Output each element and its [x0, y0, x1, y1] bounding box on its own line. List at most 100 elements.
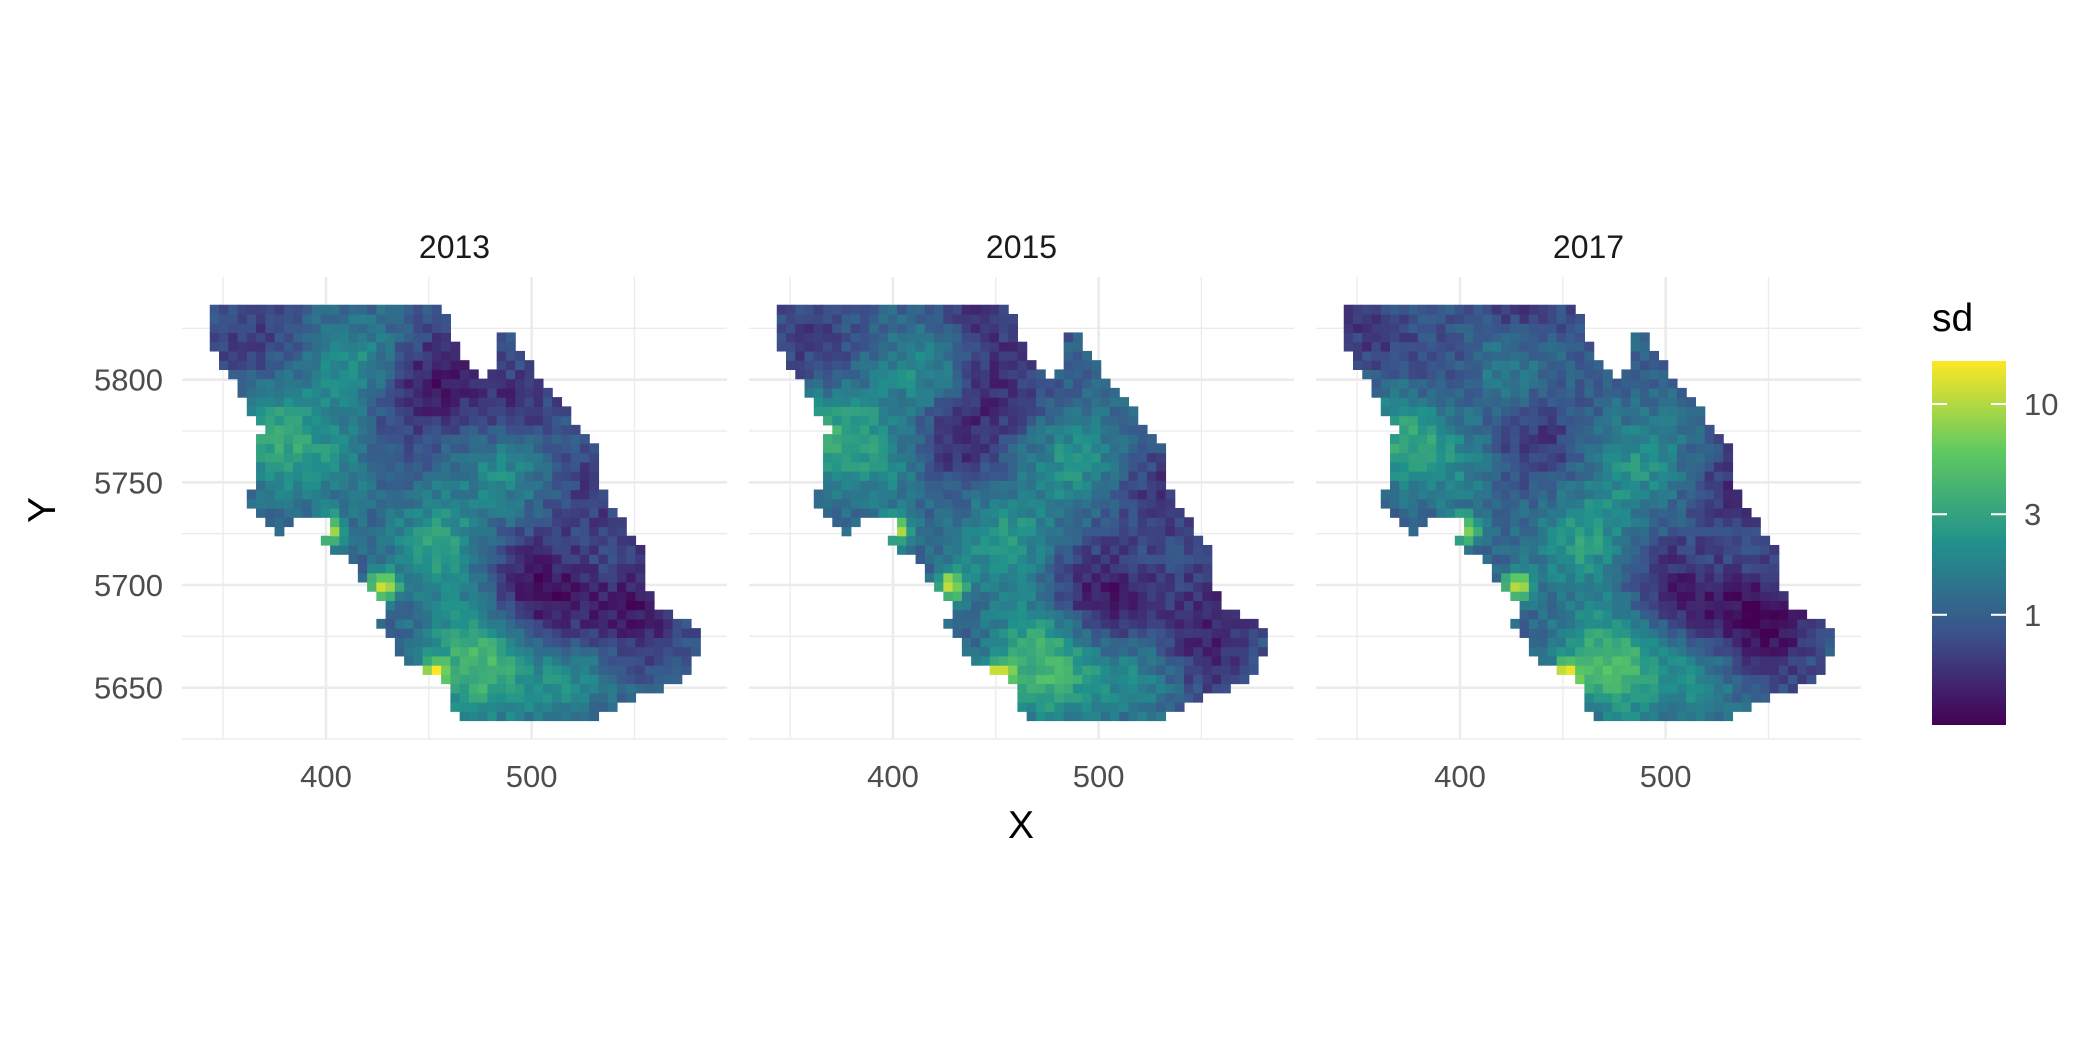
heatmap-cell: [1778, 637, 1789, 648]
heatmap-cell: [1464, 498, 1474, 509]
heatmap-cell: [1353, 360, 1363, 370]
heatmap-cell: [1008, 350, 1018, 361]
heatmap-cell: [1193, 544, 1204, 555]
heatmap-cell: [1741, 692, 1752, 703]
heatmap-cell: [961, 544, 972, 555]
heatmap-cell: [589, 674, 600, 685]
heatmap-cell: [579, 517, 590, 528]
heatmap-cell: [1602, 489, 1613, 500]
heatmap-cell: [422, 350, 433, 361]
heatmap-cell: [841, 443, 852, 454]
heatmap-cell: [394, 304, 405, 315]
heatmap-cell: [1528, 387, 1539, 398]
heatmap-cell: [339, 452, 350, 463]
heatmap-cell: [1017, 600, 1028, 611]
heatmap-cell: [1556, 535, 1567, 546]
heatmap-cell: [841, 471, 852, 481]
heatmap-cell: [998, 341, 1009, 352]
heatmap-cell: [468, 517, 479, 528]
heatmap-cell: [1063, 628, 1074, 638]
heatmap-cell: [478, 452, 488, 463]
heatmap-cell: [1109, 683, 1120, 694]
heatmap-cell: [450, 665, 461, 675]
heatmap-cell: [1556, 323, 1567, 334]
heatmap-cell: [311, 406, 322, 417]
heatmap-cell: [1072, 554, 1083, 565]
heatmap-cell: [915, 360, 926, 370]
heatmap-cell: [1165, 498, 1176, 509]
heatmap-cell: [1565, 508, 1576, 518]
heatmap-cell: [422, 535, 433, 546]
heatmap-cell: [1473, 508, 1484, 518]
heatmap-cell: [1510, 304, 1521, 315]
heatmap-cell: [1473, 360, 1484, 370]
heatmap-cell: [561, 461, 572, 472]
heatmap-cell: [869, 350, 880, 361]
heatmap-cell: [1091, 692, 1102, 703]
heatmap-cell: [1575, 554, 1585, 565]
heatmap-cell: [1649, 489, 1660, 500]
heatmap-cell: [1146, 591, 1157, 601]
heatmap-cell: [952, 535, 963, 546]
heatmap-cell: [1547, 628, 1558, 638]
heatmap-cell: [1575, 341, 1585, 352]
heatmap-cell: [961, 369, 972, 380]
heatmap-cell: [505, 609, 516, 620]
heatmap-cell: [478, 461, 488, 472]
heatmap-cell: [348, 471, 359, 481]
heatmap-cell: [431, 378, 442, 389]
heatmap-cell: [1565, 665, 1576, 675]
heatmap-cell: [1026, 646, 1037, 657]
heatmap-cell: [1575, 332, 1585, 343]
heatmap-cell: [1630, 665, 1641, 675]
heatmap-cell: [1538, 323, 1548, 334]
heatmap-cell: [302, 452, 313, 463]
heatmap-cell: [505, 434, 516, 444]
heatmap-cell: [1750, 637, 1761, 648]
heatmap-cell: [1750, 618, 1761, 629]
heatmap-cell: [1649, 646, 1660, 657]
heatmap-cell: [533, 692, 544, 703]
heatmap-cell: [413, 526, 424, 537]
heatmap-cell: [505, 424, 516, 435]
heatmap-cell: [1510, 350, 1521, 361]
heatmap-cell: [989, 397, 1000, 407]
heatmap-cell: [1519, 378, 1530, 389]
heatmap-cell: [311, 332, 322, 343]
heatmap-cell: [561, 526, 572, 537]
heatmap-cell: [357, 313, 368, 324]
heatmap-cell: [478, 665, 488, 675]
heatmap-cell: [1417, 517, 1428, 528]
heatmap-cell: [431, 480, 442, 491]
heatmap-cell: [1575, 461, 1585, 472]
heatmap-cell: [311, 508, 322, 518]
heatmap-cell: [413, 378, 424, 389]
heatmap-cell: [952, 563, 963, 574]
heatmap-cell: [1193, 618, 1204, 629]
heatmap-cell: [1035, 443, 1046, 454]
heatmap-cell: [897, 406, 907, 417]
heatmap-cell: [256, 498, 266, 509]
heatmap-cell: [441, 471, 451, 481]
heatmap-cell: [1584, 665, 1595, 675]
heatmap-cell: [1760, 692, 1771, 703]
heatmap-cell: [561, 581, 572, 592]
heatmap-cell: [1713, 443, 1724, 454]
heatmap-cell: [1146, 711, 1157, 722]
heatmap-cell: [542, 526, 553, 537]
heatmap-cell: [1575, 646, 1585, 657]
heatmap-cell: [961, 434, 972, 444]
heatmap-cell: [813, 323, 824, 334]
heatmap-cell: [934, 424, 944, 435]
heatmap-cell: [776, 332, 787, 343]
heatmap-cell: [1417, 397, 1428, 407]
heatmap-cell: [1193, 692, 1204, 703]
heatmap-cell: [804, 332, 815, 343]
heatmap-cell: [887, 508, 898, 518]
heatmap-cell: [795, 304, 806, 315]
heatmap-cell: [311, 323, 322, 334]
heatmap-cell: [579, 711, 590, 722]
heatmap-cell: [1538, 452, 1548, 463]
heatmap-cell: [1362, 350, 1373, 361]
heatmap-cell: [1501, 360, 1511, 370]
